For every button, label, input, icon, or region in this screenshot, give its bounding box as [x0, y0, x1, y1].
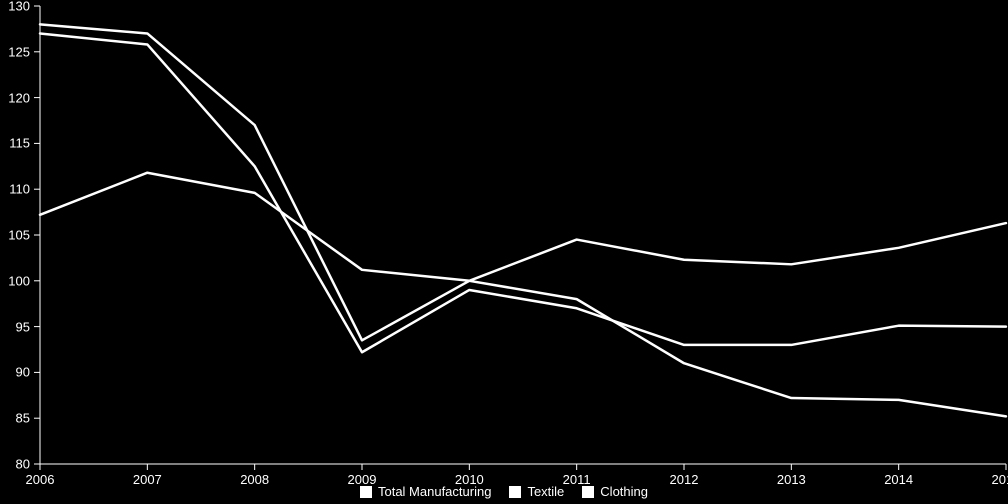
legend-item: Textile — [509, 484, 564, 499]
legend-label: Textile — [527, 484, 564, 499]
legend-label: Total Manufacturing — [378, 484, 491, 499]
legend-item: Total Manufacturing — [360, 484, 491, 499]
line-chart: 80859095100105110115120125130 2006200720… — [0, 0, 1008, 504]
chart-legend: Total Manufacturing Textile Clothing — [0, 484, 1008, 499]
legend-swatch-icon — [582, 486, 594, 498]
series-line — [40, 33, 1006, 352]
y-tick-label: 110 — [9, 182, 30, 197]
legend-item: Clothing — [582, 484, 648, 499]
y-tick-label: 105 — [8, 228, 30, 243]
chart-svg — [0, 0, 1008, 504]
y-tick-label: 125 — [8, 44, 30, 59]
y-tick-label: 115 — [9, 136, 30, 151]
y-tick-label: 130 — [8, 0, 30, 14]
y-tick-label: 95 — [16, 319, 30, 334]
legend-label: Clothing — [600, 484, 648, 499]
series-line — [40, 173, 1006, 281]
series-line — [40, 24, 1006, 416]
y-tick-label: 90 — [16, 365, 30, 380]
legend-swatch-icon — [360, 486, 372, 498]
y-tick-label: 85 — [16, 411, 30, 426]
y-tick-label: 120 — [8, 90, 30, 105]
legend-swatch-icon — [509, 486, 521, 498]
y-tick-label: 100 — [8, 273, 30, 288]
y-tick-label: 80 — [16, 457, 30, 472]
